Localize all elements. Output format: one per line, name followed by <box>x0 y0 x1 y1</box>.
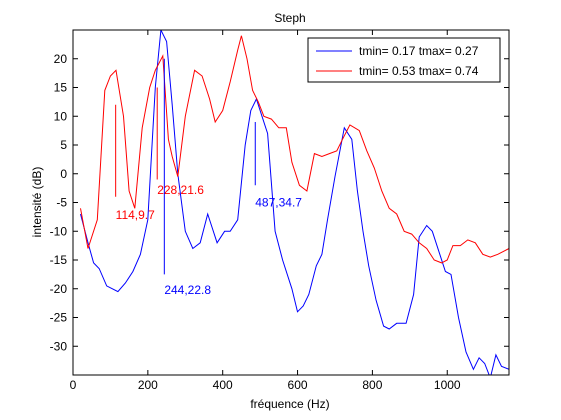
x-tick-label: 400 <box>213 378 233 392</box>
series-line-1 <box>80 30 509 375</box>
legend-label-series-2: tmin= 0.53 tmax= 0.74 <box>359 64 479 78</box>
x-tick-label: 800 <box>362 378 382 392</box>
y-tick-label: -30 <box>50 339 68 353</box>
y-tick-label: 5 <box>60 138 67 152</box>
y-tick-label: -25 <box>50 311 68 325</box>
annotation-label-4: 487,34.7 <box>255 196 302 210</box>
x-axis: 0 200 400 600 800 1000 <box>70 30 461 392</box>
legend-label-series-1: tmin= 0.17 tmax= 0.27 <box>359 44 479 58</box>
legend: tmin= 0.17 tmax= 0.27 tmin= 0.53 tmax= 0… <box>307 37 501 83</box>
annotation-label-1: 114,9.7 <box>116 208 155 222</box>
legend-box <box>307 37 501 83</box>
y-tick-label: -10 <box>50 224 68 238</box>
chart-title: Steph <box>274 11 305 25</box>
y-tick-label: 20 <box>54 52 68 66</box>
x-tick-label: 600 <box>288 378 308 392</box>
y-tick-label: -15 <box>50 253 68 267</box>
annotation-label-2: 228,21.6 <box>157 183 204 197</box>
y-tick-label: -20 <box>50 282 68 296</box>
y-tick-label: 0 <box>60 167 67 181</box>
y-axis: -30 -25 -20 -15 -10 -5 0 5 10 15 20 <box>50 52 509 353</box>
y-tick-label: 15 <box>54 81 68 95</box>
x-tick-label: 200 <box>138 378 158 392</box>
y-tick-label: 10 <box>54 109 68 123</box>
x-axis-label: fréquence (Hz) <box>250 397 329 411</box>
x-tick-label: 0 <box>70 378 77 392</box>
series-layer <box>80 30 509 375</box>
x-tick-label: 1000 <box>434 378 461 392</box>
y-tick-label: -5 <box>56 196 67 210</box>
series-line-2 <box>80 35 509 264</box>
annotation-label-3: 244,22.8 <box>164 283 211 297</box>
y-axis-label: intensité (dB) <box>30 167 44 238</box>
